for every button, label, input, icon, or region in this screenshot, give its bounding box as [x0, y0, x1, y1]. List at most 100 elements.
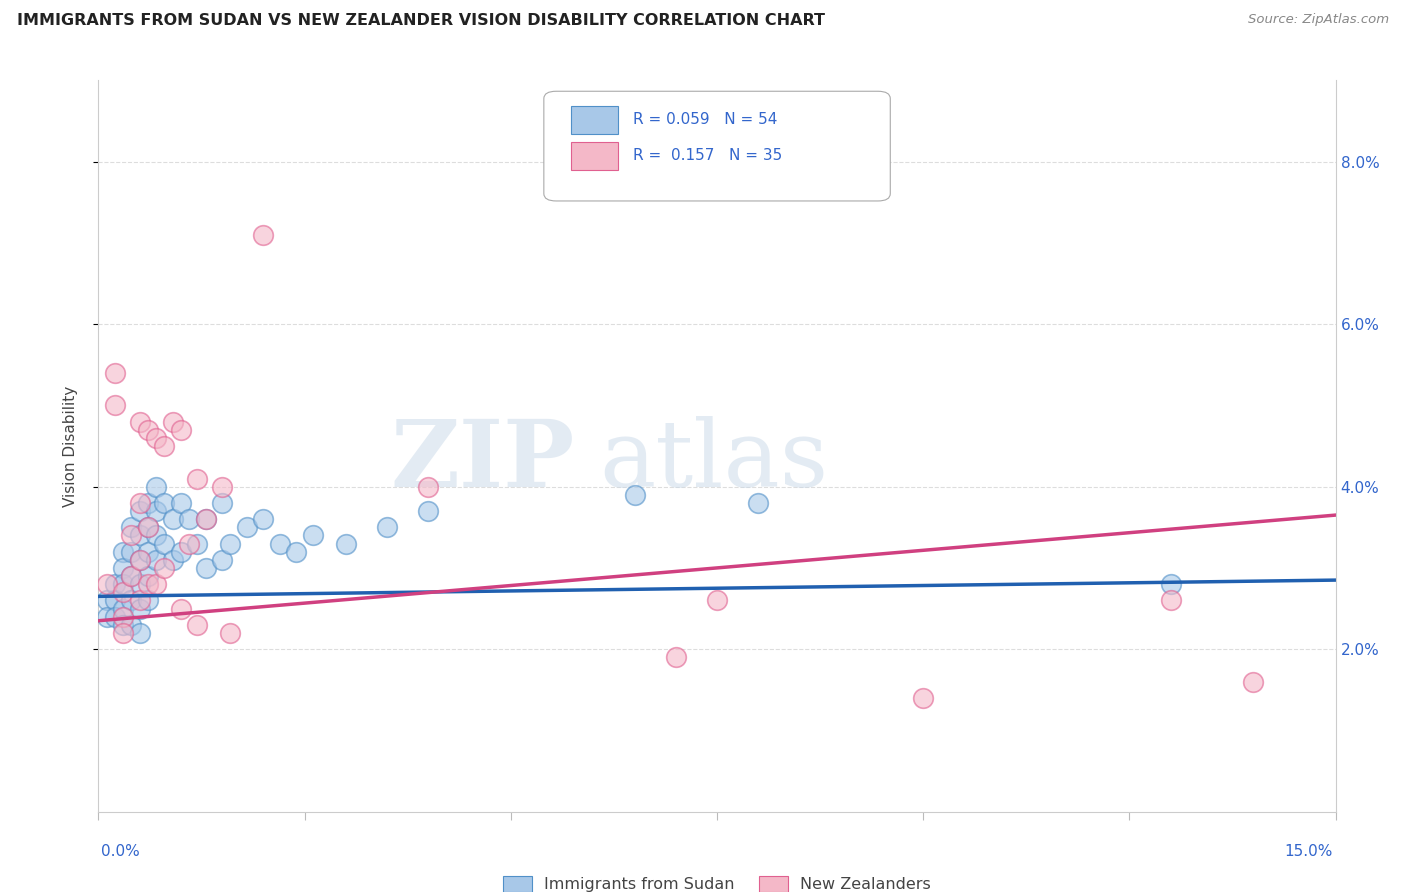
Point — [128, 577, 150, 591]
Bar — [571, 143, 619, 170]
Point — [194, 561, 217, 575]
Point — [302, 528, 325, 542]
Point — [128, 528, 150, 542]
Point — [153, 496, 176, 510]
Point — [120, 528, 142, 542]
Point — [112, 617, 135, 632]
Point — [145, 480, 167, 494]
Point — [128, 626, 150, 640]
Point — [269, 536, 291, 550]
Point — [912, 690, 935, 705]
Point — [136, 544, 159, 558]
Point — [145, 553, 167, 567]
Point — [1160, 593, 1182, 607]
Point — [96, 593, 118, 607]
Point — [136, 569, 159, 583]
Point — [128, 553, 150, 567]
Text: IMMIGRANTS FROM SUDAN VS NEW ZEALANDER VISION DISABILITY CORRELATION CHART: IMMIGRANTS FROM SUDAN VS NEW ZEALANDER V… — [17, 13, 825, 29]
Text: R =  0.157   N = 35: R = 0.157 N = 35 — [633, 148, 782, 163]
Point — [112, 626, 135, 640]
Point — [1160, 577, 1182, 591]
Point — [112, 609, 135, 624]
Point — [136, 496, 159, 510]
Point — [747, 496, 769, 510]
Point — [623, 488, 645, 502]
Legend: Immigrants from Sudan, New Zealanders: Immigrants from Sudan, New Zealanders — [496, 870, 938, 892]
Y-axis label: Vision Disability: Vision Disability — [63, 385, 77, 507]
Text: R = 0.059   N = 54: R = 0.059 N = 54 — [633, 112, 778, 127]
Point — [112, 585, 135, 599]
Point — [112, 601, 135, 615]
Point — [145, 431, 167, 445]
Point — [252, 512, 274, 526]
Point — [136, 520, 159, 534]
Point — [120, 593, 142, 607]
Point — [170, 601, 193, 615]
Point — [104, 609, 127, 624]
Text: Source: ZipAtlas.com: Source: ZipAtlas.com — [1249, 13, 1389, 27]
Text: 15.0%: 15.0% — [1285, 845, 1333, 859]
Point — [285, 544, 308, 558]
Point — [665, 650, 688, 665]
Point — [153, 561, 176, 575]
Point — [186, 536, 208, 550]
Point — [236, 520, 259, 534]
Point — [128, 496, 150, 510]
Point — [418, 504, 440, 518]
Point — [194, 512, 217, 526]
Text: 0.0%: 0.0% — [101, 845, 141, 859]
Point — [145, 504, 167, 518]
Point — [128, 601, 150, 615]
Point — [179, 536, 201, 550]
Text: atlas: atlas — [599, 416, 828, 506]
Point — [153, 536, 176, 550]
Point — [112, 577, 135, 591]
Point — [706, 593, 728, 607]
Point — [145, 577, 167, 591]
Point — [211, 553, 233, 567]
Bar — [571, 106, 619, 134]
Point — [162, 512, 184, 526]
Point — [162, 553, 184, 567]
FancyBboxPatch shape — [544, 91, 890, 201]
Point — [120, 569, 142, 583]
Point — [96, 577, 118, 591]
Point — [219, 536, 242, 550]
Point — [120, 520, 142, 534]
Point — [128, 593, 150, 607]
Point — [252, 227, 274, 242]
Point — [170, 423, 193, 437]
Point — [104, 398, 127, 412]
Point — [120, 544, 142, 558]
Point — [120, 617, 142, 632]
Point — [170, 544, 193, 558]
Point — [128, 504, 150, 518]
Point — [112, 561, 135, 575]
Point — [112, 544, 135, 558]
Point — [104, 366, 127, 380]
Point — [375, 520, 398, 534]
Point — [136, 593, 159, 607]
Point — [219, 626, 242, 640]
Point — [104, 577, 127, 591]
Point — [120, 569, 142, 583]
Point — [128, 553, 150, 567]
Point — [136, 423, 159, 437]
Point — [418, 480, 440, 494]
Point — [194, 512, 217, 526]
Point — [136, 577, 159, 591]
Point — [211, 496, 233, 510]
Point — [1241, 674, 1264, 689]
Point — [136, 520, 159, 534]
Point — [162, 415, 184, 429]
Point — [145, 528, 167, 542]
Point — [104, 593, 127, 607]
Point — [335, 536, 357, 550]
Point — [128, 415, 150, 429]
Point — [96, 609, 118, 624]
Point — [170, 496, 193, 510]
Point — [186, 617, 208, 632]
Point — [186, 471, 208, 485]
Point — [179, 512, 201, 526]
Point — [153, 439, 176, 453]
